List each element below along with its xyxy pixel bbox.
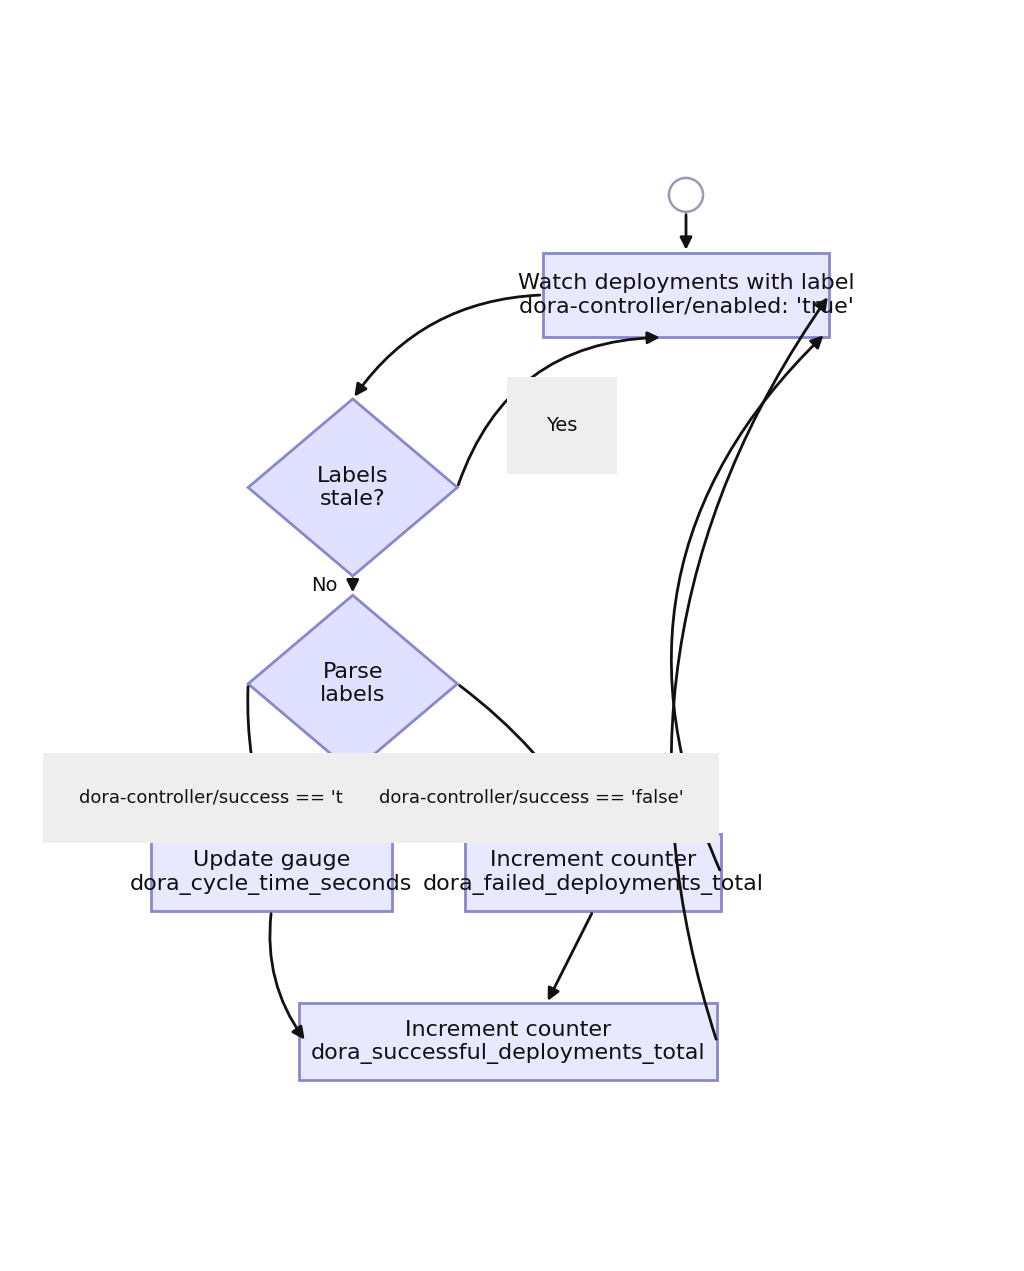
- Text: Update gauge
dora_cycle_time_seconds: Update gauge dora_cycle_time_seconds: [130, 850, 413, 895]
- Text: Parse
labels: Parse labels: [319, 662, 385, 705]
- Text: dora-controller/success == 'true': dora-controller/success == 'true': [80, 789, 378, 807]
- FancyBboxPatch shape: [152, 834, 391, 911]
- Text: Increment counter
dora_failed_deployments_total: Increment counter dora_failed_deployment…: [423, 850, 764, 895]
- Text: Yes: Yes: [547, 417, 578, 436]
- FancyBboxPatch shape: [543, 253, 829, 337]
- Polygon shape: [248, 595, 458, 773]
- Text: Labels
stale?: Labels stale?: [317, 466, 388, 510]
- Circle shape: [669, 178, 703, 212]
- FancyBboxPatch shape: [465, 834, 721, 911]
- Text: dora-controller/success == 'false': dora-controller/success == 'false': [379, 789, 683, 807]
- FancyBboxPatch shape: [299, 1003, 717, 1080]
- Text: Increment counter
dora_successful_deployments_total: Increment counter dora_successful_deploy…: [310, 1019, 706, 1064]
- Polygon shape: [248, 399, 458, 576]
- Text: No: No: [310, 576, 337, 595]
- Text: Watch deployments with label
dora-controller/enabled: 'true': Watch deployments with label dora-contro…: [518, 273, 854, 316]
